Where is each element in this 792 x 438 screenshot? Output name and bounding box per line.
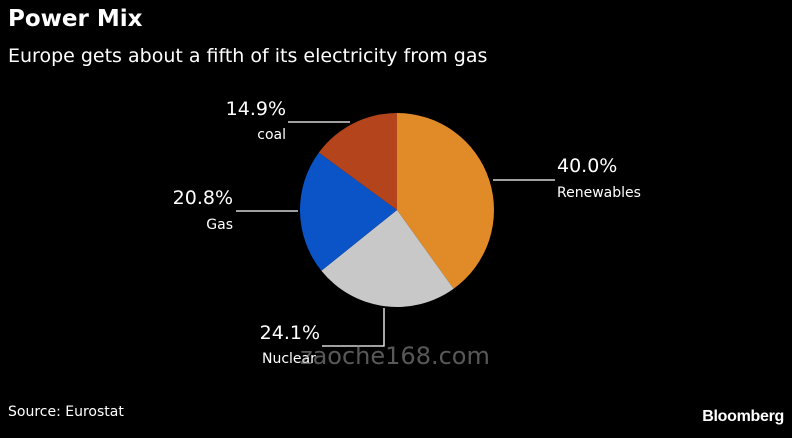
watermark: zaoche168.com xyxy=(300,342,490,370)
pie-slice-nuclear xyxy=(321,210,454,307)
label-gas-pct: 20.8% xyxy=(173,187,233,209)
label-coal: coal xyxy=(257,127,286,143)
pie-slice-coal xyxy=(318,113,397,210)
label-renewables-pct: 40.0% xyxy=(557,155,617,177)
source-note: Source: Eurostat xyxy=(8,404,124,420)
pie-slice-gas xyxy=(300,152,397,271)
label-nuclear: Nuclear xyxy=(262,351,316,367)
bloomberg-logo: Bloomberg xyxy=(702,408,784,425)
label-gas: Gas xyxy=(206,217,233,233)
chart-title: Power Mix xyxy=(8,6,143,32)
label-nuclear-pct: 24.1% xyxy=(260,322,320,344)
pie-slice-renewables xyxy=(397,113,494,289)
label-coal-pct: 14.9% xyxy=(226,98,286,120)
chart-subtitle: Europe gets about a fifth of its electri… xyxy=(8,45,488,67)
label-renewables: Renewables xyxy=(557,185,641,201)
leader-lines xyxy=(236,121,555,347)
leader-nuclear xyxy=(322,308,385,347)
